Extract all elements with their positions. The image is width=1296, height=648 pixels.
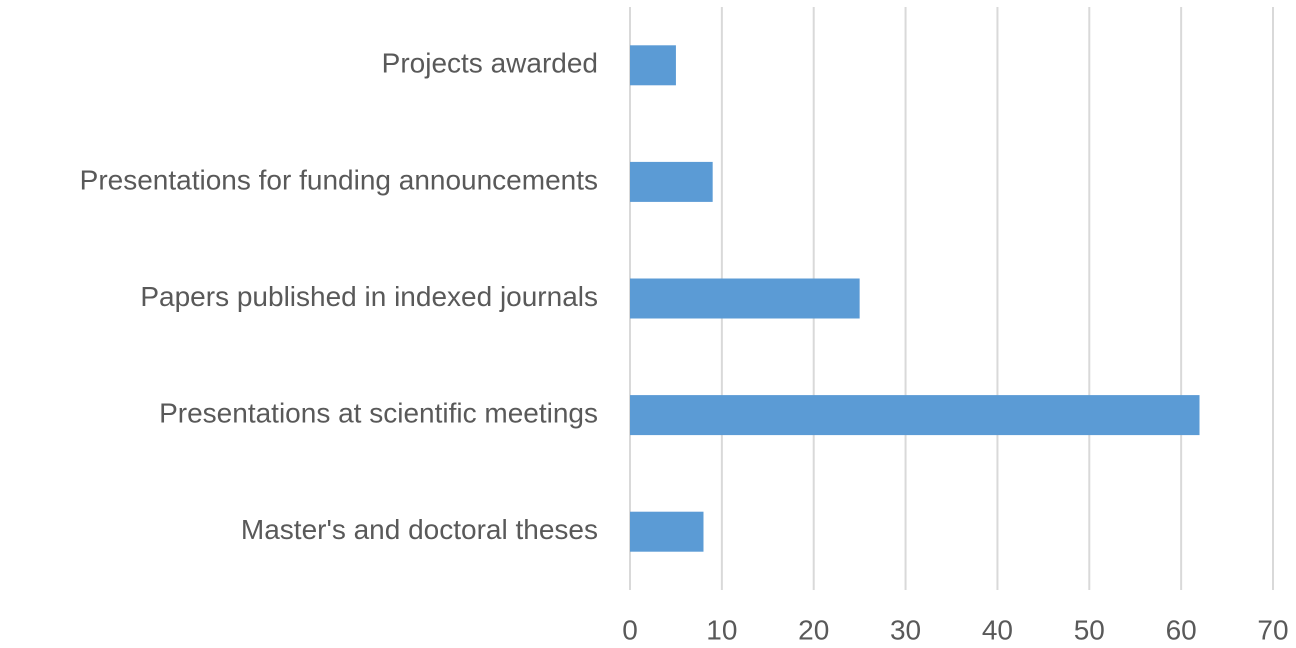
y-tick-label: Master's and doctoral theses [241,514,598,545]
x-tick-label: 70 [1257,614,1288,645]
x-tick-label: 30 [890,614,921,645]
x-tick-label: 40 [982,614,1013,645]
x-tick-label: 0 [622,614,638,645]
bar [630,161,713,202]
y-tick-label: Presentations for funding announcements [80,164,598,195]
bar [630,45,676,86]
x-tick-label: 20 [798,614,829,645]
y-tick-label: Presentations at scientific meetings [159,397,598,428]
y-tick-label: Projects awarded [382,48,598,79]
bar [630,511,704,552]
x-tick-label: 10 [706,614,737,645]
bar [630,278,860,319]
x-tick-label: 60 [1166,614,1197,645]
bar [630,395,1200,436]
y-tick-label: Papers published in indexed journals [140,281,598,312]
x-tick-label: 50 [1074,614,1105,645]
